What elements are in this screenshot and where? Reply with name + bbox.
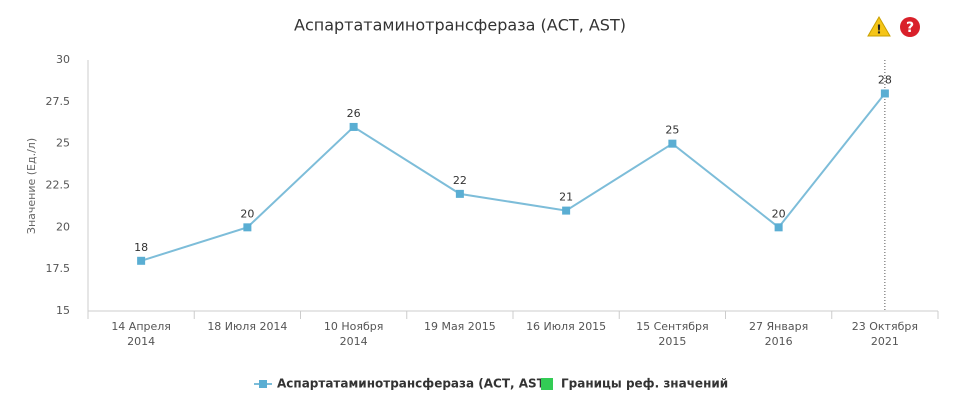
y-tick-label: 15 xyxy=(56,304,70,317)
point xyxy=(137,256,146,265)
svg-text:?: ? xyxy=(906,20,914,36)
point xyxy=(455,189,464,198)
x-tick-label: 14 Апреля 2014 xyxy=(111,320,171,348)
point xyxy=(774,223,783,232)
legend-marker xyxy=(541,378,553,390)
help-icon[interactable]: ? xyxy=(900,17,920,37)
data-label: 25 xyxy=(665,124,679,137)
x-tick-label: 16 Июля 2015 xyxy=(526,320,606,333)
x-tick-label: 18 Июля 2014 xyxy=(207,320,287,333)
warning-icon[interactable]: ! xyxy=(867,16,891,37)
x-tick-label: 19 Мая 2015 xyxy=(424,320,496,333)
data-label: 20 xyxy=(772,207,786,220)
y-tick-label: 17.5 xyxy=(46,262,71,275)
y-tick-label: 20 xyxy=(56,220,70,233)
point xyxy=(668,139,677,148)
y-tick-label: 27.5 xyxy=(46,95,71,108)
data-label: 22 xyxy=(453,174,467,187)
x-tick-label: 15 Сентября 2015 xyxy=(636,320,709,348)
y-axis-label: Значение (Ед./л) xyxy=(25,138,38,234)
data-label: 26 xyxy=(347,107,361,120)
data-label: 21 xyxy=(559,191,573,204)
chart-title: Аспартатаминотрансфераза (АСТ, AST) xyxy=(294,16,626,35)
y-tick-label: 25 xyxy=(56,137,70,150)
legend-marker xyxy=(259,380,267,388)
y-tick-label: 30 xyxy=(56,53,70,66)
x-tick-label: 10 Ноября 2014 xyxy=(324,320,384,348)
legend-label: Аспартатаминотрансфераза (АСТ, AST) xyxy=(277,377,550,391)
point xyxy=(243,223,252,232)
data-label: 20 xyxy=(240,207,254,220)
data-label: 28 xyxy=(878,73,892,86)
y-tick-label: 22.5 xyxy=(46,179,71,192)
series-line xyxy=(140,92,886,262)
point xyxy=(349,122,358,131)
point xyxy=(880,89,889,98)
legend-label: Границы реф. значений xyxy=(561,377,728,391)
svg-text:!: ! xyxy=(876,23,881,37)
data-label: 18 xyxy=(134,241,148,254)
point xyxy=(562,206,571,215)
x-tick-label: 23 Октября 2021 xyxy=(852,320,918,348)
x-tick-label: 27 Января 2016 xyxy=(749,320,808,348)
